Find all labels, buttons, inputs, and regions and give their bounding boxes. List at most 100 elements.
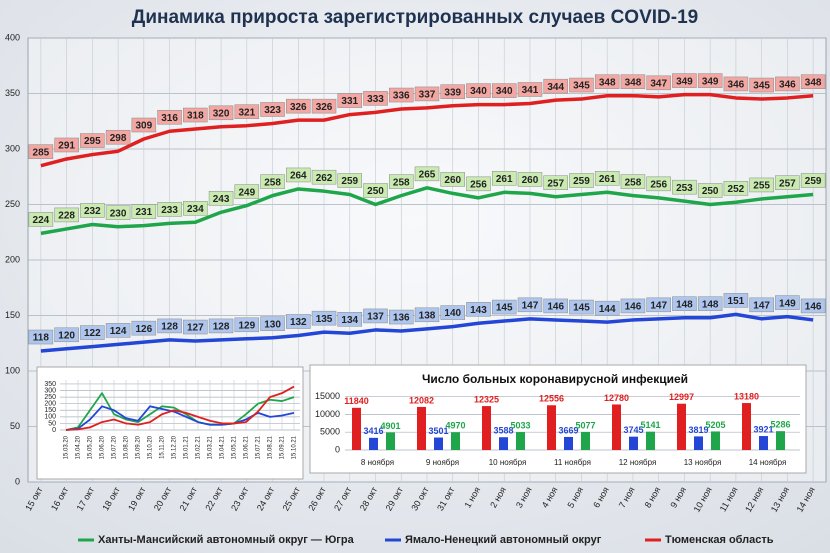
data-label-box: [234, 317, 260, 333]
y-tick-label: 0: [15, 476, 20, 486]
data-label: 5141: [640, 420, 660, 430]
data-label: 259: [805, 176, 822, 187]
data-label: 253: [676, 183, 693, 194]
data-label: 147: [753, 300, 770, 311]
data-label: 259: [341, 176, 358, 187]
data-label-box: [697, 296, 723, 311]
data-label: 126: [135, 324, 152, 335]
data-label: 129: [238, 320, 255, 331]
data-label: 345: [753, 81, 770, 92]
data-label-box: [775, 175, 800, 190]
data-label: 264: [290, 171, 307, 182]
data-label-box: [723, 181, 749, 196]
bar: [694, 436, 703, 450]
bar: [711, 431, 720, 450]
data-label-box: [234, 184, 260, 199]
inset-title: Число больных коронавирусной инфекцией: [422, 372, 688, 386]
bar: [386, 432, 395, 450]
data-label: 321: [238, 107, 255, 118]
x-tick-label: 15.04.20: [76, 435, 82, 459]
data-label: 144: [599, 304, 616, 315]
data-label: 261: [599, 174, 616, 185]
x-tick-label: 15.02.21: [196, 435, 202, 459]
data-label: 3745: [623, 425, 643, 435]
data-label: 349: [702, 76, 719, 87]
bar: [646, 431, 655, 450]
data-label-box: [208, 191, 234, 206]
x-tick-label: 15.08.20: [124, 435, 130, 459]
data-label-box: [260, 174, 285, 189]
data-label-box: [491, 171, 517, 186]
data-label: 151: [728, 296, 745, 307]
data-label: 256: [650, 179, 667, 190]
data-label-box: [466, 302, 491, 317]
data-label: 149: [779, 298, 796, 309]
data-label: 13180: [734, 391, 759, 401]
data-label: 348: [625, 77, 642, 88]
data-label: 145: [573, 303, 590, 314]
x-tick-label: 10 ноября: [489, 458, 527, 467]
data-label: 224: [33, 215, 50, 226]
data-label-box: [337, 93, 363, 108]
data-label-box: [440, 172, 465, 187]
x-tick-label: 15.03.20: [64, 435, 70, 459]
y-tick-label: 50: [10, 421, 20, 431]
data-label-box: [54, 327, 79, 343]
y-tick-label: 250: [5, 199, 20, 209]
data-label-box: [466, 83, 491, 98]
data-label-box: [800, 74, 826, 89]
data-label-box: [543, 298, 568, 314]
data-label: 3921: [753, 424, 773, 434]
data-label-box: [517, 82, 543, 97]
bar: [369, 437, 378, 450]
data-label-box: [183, 319, 208, 335]
x-tick-label: 15.07.21: [256, 435, 262, 459]
data-label: 346: [779, 80, 796, 91]
data-label: 285: [33, 147, 50, 158]
data-label-box: [672, 179, 697, 195]
x-tick-label: 15.03.21: [208, 435, 214, 459]
data-label-box: [105, 129, 131, 145]
y-tick-label: 150: [44, 407, 56, 414]
data-label-box: [414, 166, 440, 182]
data-label: 148: [702, 299, 719, 310]
data-label: 138: [419, 310, 436, 321]
data-label: 298: [110, 133, 127, 144]
data-label-box: [466, 176, 491, 192]
data-label: 134: [341, 315, 358, 326]
data-label-box: [775, 76, 800, 92]
data-label-box: [363, 91, 388, 106]
data-label: 260: [444, 175, 461, 186]
data-label: 316: [161, 113, 178, 124]
data-label: 148: [676, 299, 693, 310]
data-label: 5205: [705, 420, 725, 430]
data-label: 234: [187, 204, 204, 215]
data-label-box: [569, 299, 594, 315]
data-label-box: [749, 177, 774, 193]
data-label: 137: [367, 312, 384, 323]
y-tick-label: 0: [335, 444, 340, 454]
data-label: 132: [290, 317, 307, 328]
x-tick-label: 15.01.21: [184, 435, 190, 459]
data-label: 323: [264, 105, 281, 116]
x-tick-label: 15.09.21: [280, 435, 286, 459]
data-label-box: [672, 296, 697, 311]
data-label-box: [311, 98, 337, 114]
x-tick-label: 15.06.20: [100, 435, 106, 459]
x-tick-label: 15.08.21: [268, 435, 274, 459]
data-label: 140: [444, 308, 461, 319]
data-label-box: [543, 78, 568, 94]
data-label-box: [620, 74, 646, 89]
data-label-box: [440, 305, 465, 320]
data-label: 228: [58, 211, 75, 222]
data-label: 122: [84, 328, 101, 339]
data-label: 3416: [363, 426, 383, 436]
y-tick-label: 10000: [315, 409, 340, 419]
data-label: 147: [522, 300, 539, 311]
data-label: 252: [728, 184, 745, 195]
data-label-box: [697, 73, 723, 88]
data-label-box: [105, 205, 131, 220]
bar: [547, 405, 556, 450]
bar: [352, 407, 361, 450]
